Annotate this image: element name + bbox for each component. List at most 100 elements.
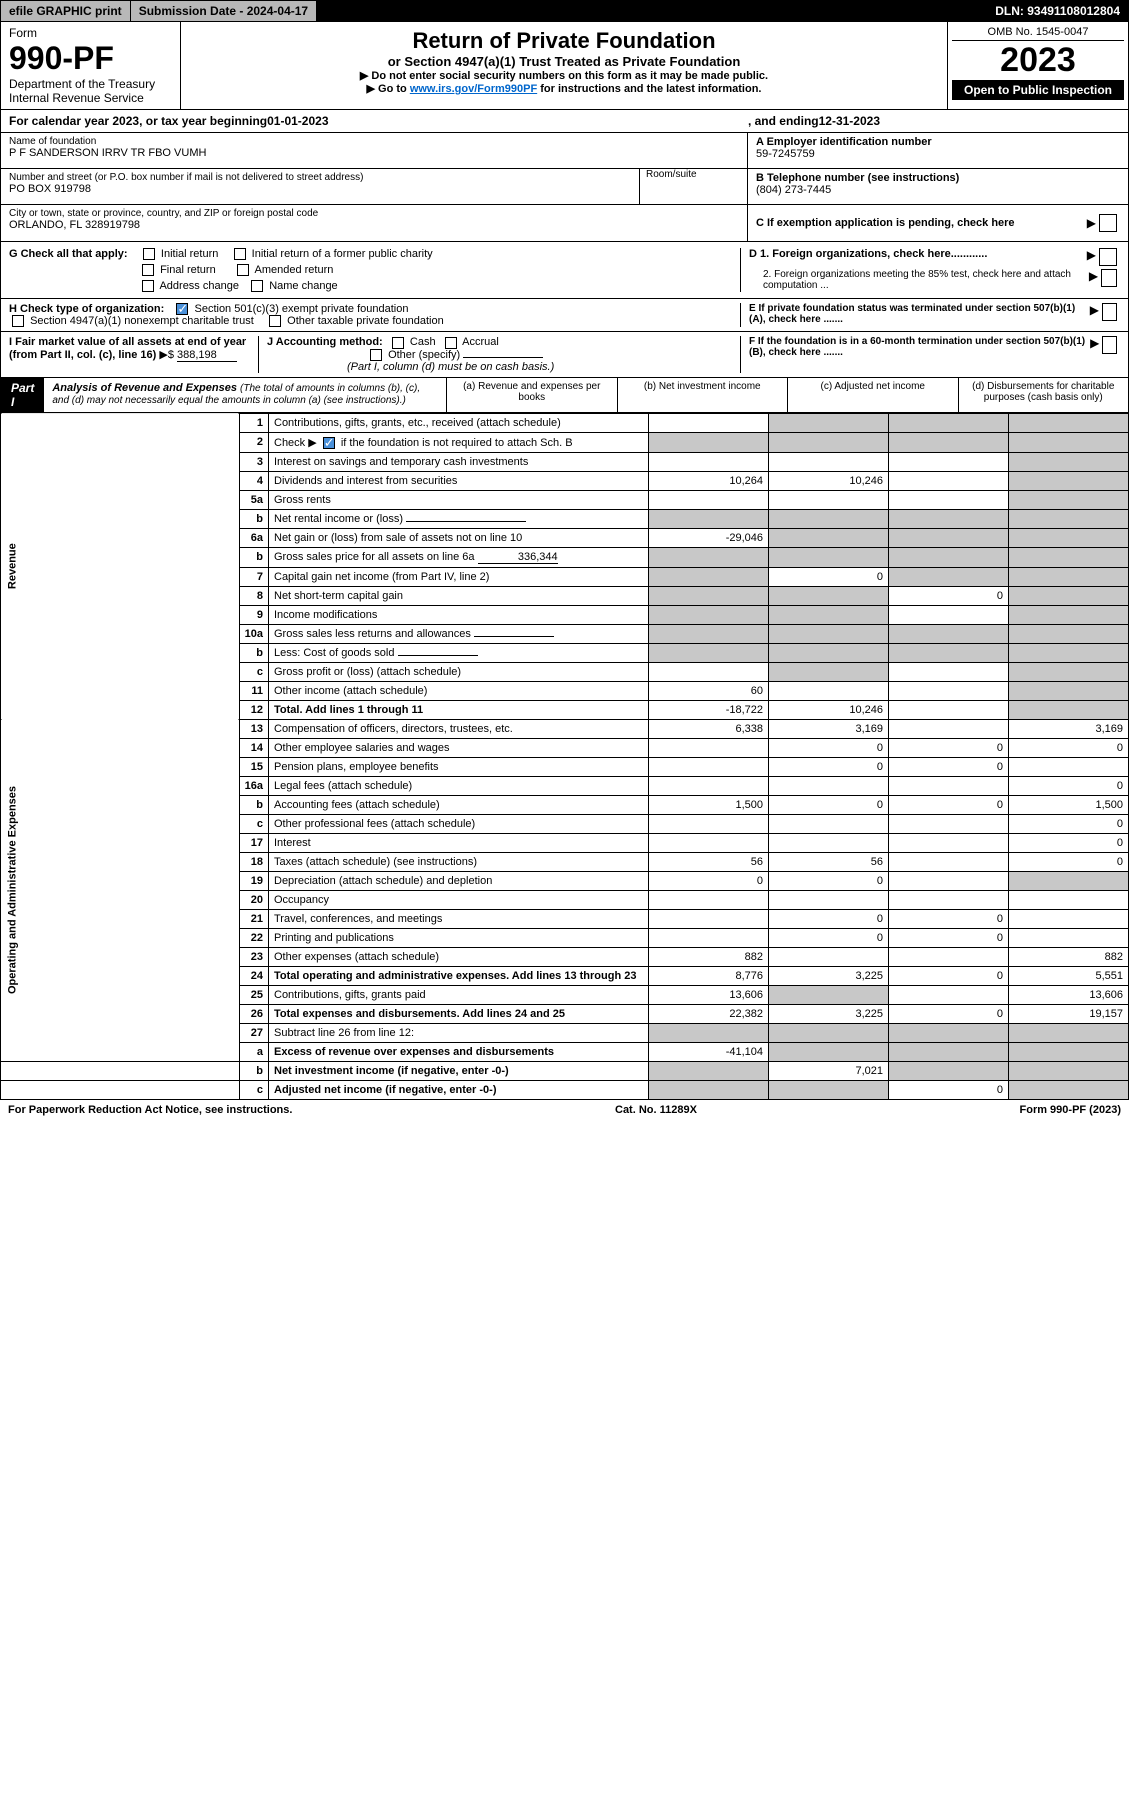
phone-label: B Telephone number (see instructions) (756, 172, 1120, 184)
name-change-checkbox[interactable] (251, 280, 263, 292)
line5b: Net rental income or (loss) (269, 509, 649, 528)
address-label: Number and street (or P.O. box number if… (9, 172, 639, 183)
dept-treasury: Department of the Treasury (9, 77, 172, 91)
line12: Total. Add lines 1 through 11 (269, 700, 649, 719)
accrual-checkbox[interactable] (445, 337, 457, 349)
line1: Contributions, gifts, grants, etc., rece… (269, 413, 649, 432)
line20: Occupancy (269, 890, 649, 909)
initial-former-checkbox[interactable] (234, 248, 246, 260)
line27b: Net investment income (if negative, ente… (269, 1061, 649, 1080)
cash-checkbox[interactable] (392, 337, 404, 349)
footer-right: Form 990-PF (2023) (1020, 1104, 1121, 1116)
g-section: G Check all that apply: Initial return I… (0, 242, 1129, 299)
d1-checkbox[interactable] (1099, 248, 1117, 266)
line7: Capital gain net income (from Part IV, l… (269, 567, 649, 586)
address: PO BOX 919798 (9, 183, 639, 195)
line21: Travel, conferences, and meetings (269, 909, 649, 928)
form-number: 990-PF (9, 40, 172, 77)
col-b-header: (b) Net investment income (617, 378, 788, 412)
col-c-header: (c) Adjusted net income (787, 378, 958, 412)
phone: (804) 273-7445 (756, 184, 1120, 196)
line9: Income modifications (269, 605, 649, 624)
form-label: Form (9, 26, 172, 40)
line3: Interest on savings and temporary cash i… (269, 452, 649, 471)
foundation-name: P F SANDERSON IRRV TR FBO VUMH (9, 147, 739, 159)
info-section: Name of foundation P F SANDERSON IRRV TR… (0, 133, 1129, 242)
line16a: Legal fees (attach schedule) (269, 776, 649, 795)
d2-checkbox[interactable] (1101, 269, 1117, 287)
line11: Other income (attach schedule) (269, 681, 649, 700)
dln: DLN: 93491108012804 (317, 1, 1128, 21)
line24: Total operating and administrative expen… (269, 966, 649, 985)
d2-label: 2. Foreign organizations meeting the 85%… (749, 269, 1089, 291)
other-method-checkbox[interactable] (370, 349, 382, 361)
i-value: 388,198 (177, 349, 237, 362)
efile-button[interactable]: efile GRAPHIC print (1, 1, 131, 21)
f-label: F If the foundation is in a 60-month ter… (749, 336, 1090, 372)
line26: Total expenses and disbursements. Add li… (269, 1004, 649, 1023)
part1-header-row: Part I Analysis of Revenue and Expenses … (0, 378, 1129, 413)
line10b: Less: Cost of goods sold (269, 643, 649, 662)
other-taxable-checkbox[interactable] (269, 315, 281, 327)
city-label: City or town, state or province, country… (9, 208, 739, 219)
line10c: Gross profit or (loss) (attach schedule) (269, 662, 649, 681)
revenue-label: Revenue (1, 413, 240, 719)
form-title: Return of Private Foundation (187, 28, 941, 54)
line22: Printing and publications (269, 928, 649, 947)
d1-label: D 1. Foreign organizations, check here..… (749, 248, 987, 266)
amended-return-checkbox[interactable] (237, 264, 249, 276)
line4: Dividends and interest from securities (269, 471, 649, 490)
address-change-checkbox[interactable] (142, 280, 154, 292)
line17: Interest (269, 833, 649, 852)
form-header: Form 990-PF Department of the Treasury I… (0, 22, 1129, 110)
line23: Other expenses (attach schedule) (269, 947, 649, 966)
submission-date: Submission Date - 2024-04-17 (131, 1, 317, 21)
line16b: Accounting fees (attach schedule) (269, 795, 649, 814)
line8: Net short-term capital gain (269, 586, 649, 605)
part1-label: Part I (1, 378, 44, 412)
main-table: Revenue 1Contributions, gifts, grants, e… (0, 413, 1129, 1100)
line14: Other employee salaries and wages (269, 738, 649, 757)
f-checkbox[interactable] (1102, 336, 1117, 354)
irs-label: Internal Revenue Service (9, 91, 172, 105)
line16c: Other professional fees (attach schedule… (269, 814, 649, 833)
final-return-checkbox[interactable] (142, 264, 154, 276)
line27a: Excess of revenue over expenses and disb… (269, 1042, 649, 1061)
line27: Subtract line 26 from line 12: (269, 1023, 649, 1042)
ein-label: A Employer identification number (756, 136, 1120, 148)
line2: Check ▶ if the foundation is not require… (269, 432, 649, 452)
initial-return-checkbox[interactable] (143, 248, 155, 260)
exemption-pending-label: C If exemption application is pending, c… (756, 217, 1015, 229)
line27c: Adjusted net income (if negative, enter … (269, 1080, 649, 1099)
col-a-header: (a) Revenue and expenses per books (446, 378, 617, 412)
e-checkbox[interactable] (1102, 303, 1117, 321)
expenses-label: Operating and Administrative Expenses (1, 719, 240, 1061)
room-label: Room/suite (646, 169, 739, 180)
line25: Contributions, gifts, grants paid (269, 985, 649, 1004)
4947-checkbox[interactable] (12, 315, 24, 327)
line18: Taxes (attach schedule) (see instruction… (269, 852, 649, 871)
footer: For Paperwork Reduction Act Notice, see … (0, 1100, 1129, 1120)
schb-checkbox[interactable] (323, 437, 335, 449)
form990pf-link[interactable]: www.irs.gov/Form990PF (410, 83, 537, 95)
omb-number: OMB No. 1545-0047 (952, 26, 1124, 41)
j-label: J Accounting method: (267, 336, 383, 348)
h-label: H Check type of organization: (9, 303, 164, 315)
j-note: (Part I, column (d) must be on cash basi… (267, 361, 740, 373)
line10a: Gross sales less returns and allowances (269, 624, 649, 643)
city: ORLANDO, FL 328919798 (9, 219, 739, 231)
line15: Pension plans, employee benefits (269, 757, 649, 776)
line5a: Gross rents (269, 490, 649, 509)
ein: 59-7245759 (756, 148, 1120, 160)
501c3-checkbox[interactable] (176, 303, 188, 315)
footer-left: For Paperwork Reduction Act Notice, see … (8, 1104, 292, 1116)
part1-title: Analysis of Revenue and Expenses (52, 382, 237, 394)
exemption-checkbox[interactable] (1099, 214, 1117, 232)
line6a: Net gain or (loss) from sale of assets n… (269, 528, 649, 547)
g-label: G Check all that apply: (9, 248, 128, 260)
footer-center: Cat. No. 11289X (615, 1104, 697, 1116)
ij-section: I Fair market value of all assets at end… (0, 332, 1129, 377)
line13: Compensation of officers, directors, tru… (269, 719, 649, 738)
foundation-name-label: Name of foundation (9, 136, 739, 147)
form-note2: ▶ Go to www.irs.gov/Form990PF for instru… (187, 82, 941, 95)
